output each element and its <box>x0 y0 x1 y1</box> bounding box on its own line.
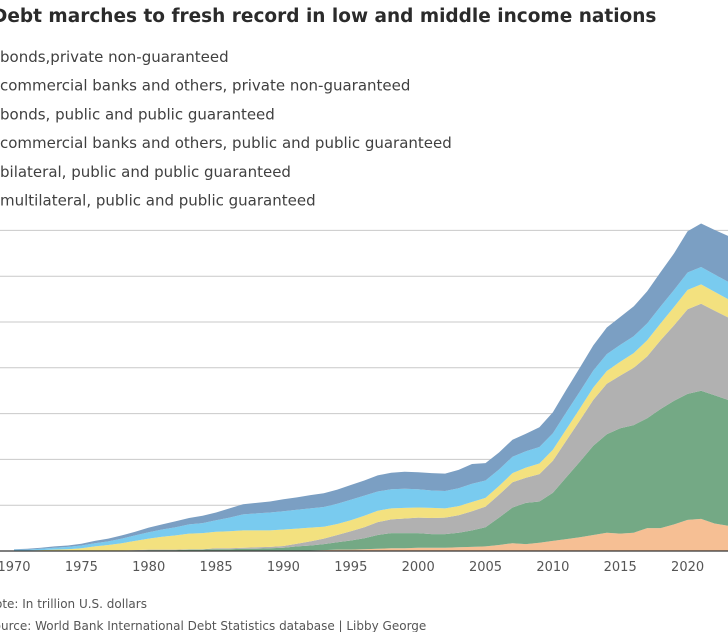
series-area-2 <box>14 390 728 551</box>
x-tick-label: 1975 <box>65 560 98 575</box>
x-tick-label: 2005 <box>469 560 502 575</box>
source-text: Source: World Bank International Debt St… <box>0 619 426 632</box>
series-area-6 <box>14 223 728 550</box>
legend-label: bilateral, public and public guaranteed <box>0 163 291 181</box>
series-area-3 <box>14 303 728 551</box>
x-axis-ticks: 1970 1975 1980 1985 1990 1995 2000 2005 2010 2015… <box>0 560 704 575</box>
x-tick-label: 1990 <box>267 560 300 575</box>
x-tick-label: 2015 <box>604 560 637 575</box>
series-area-1 <box>14 518 728 551</box>
legend-label: commercial banks and others, private non… <box>0 77 410 95</box>
x-tick-label: 2000 <box>402 560 435 575</box>
series-area-5 <box>14 267 728 551</box>
x-tick-label: 2010 <box>536 560 569 575</box>
legend-label: bonds, public and public guaranteed <box>0 105 275 123</box>
plot-areas <box>14 223 728 551</box>
note-text: Note: In trillion U.S. dollars <box>0 597 147 611</box>
legend-label: commercial banks and others, public and … <box>0 134 452 152</box>
gridlines <box>0 229 728 506</box>
legend-label: bonds,private non-guaranteed <box>0 48 229 66</box>
legend: bonds,private non-guaranteed commercial b… <box>0 48 452 210</box>
chart-title: Debt marches to fresh record in low and … <box>0 6 656 27</box>
legend-label: multilateral, public and public guarante… <box>0 192 316 210</box>
x-tick-label: 1980 <box>132 560 165 575</box>
x-tick-label: 1995 <box>334 560 367 575</box>
x-tick-label: 2020 <box>671 560 704 575</box>
x-tick-label: 1985 <box>200 560 233 575</box>
x-tick-label: 1970 <box>0 560 31 575</box>
